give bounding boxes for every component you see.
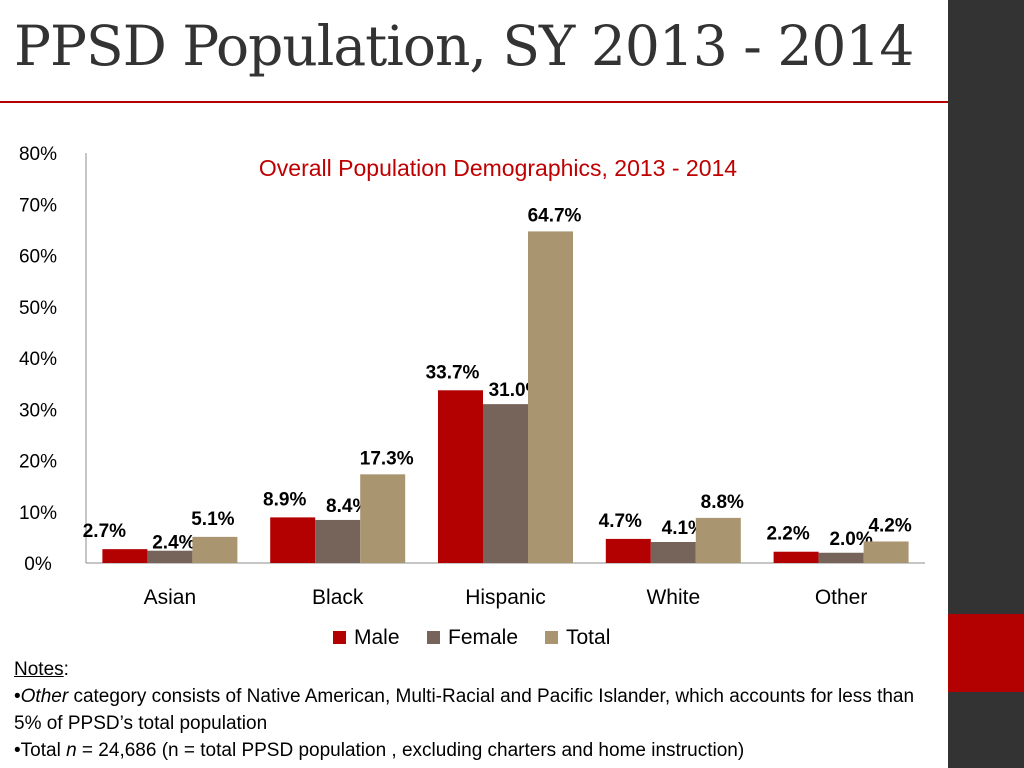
sidebar-accent-block [948,614,1024,692]
bar-total-white [695,517,741,563]
notes-heading-colon: : [63,659,69,680]
bar-female-other [818,552,864,563]
bar-male-hispanic [438,390,483,563]
bar-female-black [315,519,361,563]
data-label-total-asian: 5.1% [191,509,234,530]
slide-title: PPSD Population, SY 2013 - 2014 [14,14,914,78]
bar-total-asian [192,536,238,563]
x-category-label: Other [815,586,868,609]
bar-total-black [360,474,406,563]
data-label-total-black: 17.3% [360,448,414,469]
y-tick-label: 70% [19,195,57,216]
y-tick-label: 40% [19,349,57,370]
y-tick-label: 0% [24,554,52,575]
data-label-total-other: 4.2% [868,515,911,536]
data-label-female-asian: 2.4% [152,533,195,554]
data-label-female-white: 4.1% [662,518,705,539]
legend-label-total: Total [566,626,610,649]
x-category-label: Hispanic [465,586,546,609]
y-tick-label: 10% [19,503,57,524]
data-label-female-other: 2.0% [829,529,872,550]
y-tick-label: 60% [19,247,57,268]
bar-female-asian [147,550,193,563]
bar-male-other [773,551,819,563]
notes-section: Notes: •Other category consists of Nativ… [14,656,944,764]
notes-bullet-other: •Other category consists of Native Ameri… [14,686,915,734]
legend-label-female: Female [448,626,518,649]
data-label-total-hispanic: 64.7% [528,205,582,226]
legend-swatch-male [333,631,346,644]
data-label-male-white: 4.7% [599,511,642,532]
chart-title: Overall Population Demographics, 2013 - … [259,155,737,181]
notes-bullet-other-text: category consists of Native American, Mu… [14,686,915,734]
legend-swatch-total [545,631,558,644]
population-bar-chart: Overall Population Demographics, 2013 - … [19,144,925,649]
y-tick-label: 30% [19,400,57,421]
bar-female-white [650,541,696,563]
data-label-male-hispanic: 33.7% [426,362,480,383]
title-rule [0,101,948,103]
notes-heading: Notes: [14,656,944,683]
notes-bullet-total-prefix: Total [20,740,67,761]
data-label-male-asian: 2.7% [83,521,126,542]
bar-male-white [605,538,651,563]
legend-swatch-female [427,631,440,644]
data-label-total-white: 8.8% [701,492,744,513]
notes-bullet-total-n: n [66,740,77,761]
data-label-female-black: 8.4% [326,496,369,517]
bar-female-hispanic [483,404,528,563]
data-label-male-other: 2.2% [766,524,809,545]
notes-heading-text: Notes [14,659,64,680]
x-category-label: Black [312,586,364,609]
y-tick-label: 80% [19,144,57,165]
notes-bullet-total-text: = 24,686 (n = total PPSD population , ex… [76,740,745,761]
y-tick-label: 20% [19,452,57,473]
bar-total-other [863,541,909,563]
bar-male-asian [102,549,148,563]
notes-bullet-other-term: Other [20,686,69,707]
x-category-label: White [646,586,700,609]
y-tick-label: 50% [19,298,57,319]
bar-total-hispanic [528,231,573,563]
data-label-male-black: 8.9% [263,489,306,510]
x-category-label: Asian [144,586,197,609]
legend-label-male: Male [354,626,400,649]
bar-male-black [270,517,316,563]
notes-bullet-total: •Total n = 24,686 (n = total PPSD popula… [14,740,745,761]
